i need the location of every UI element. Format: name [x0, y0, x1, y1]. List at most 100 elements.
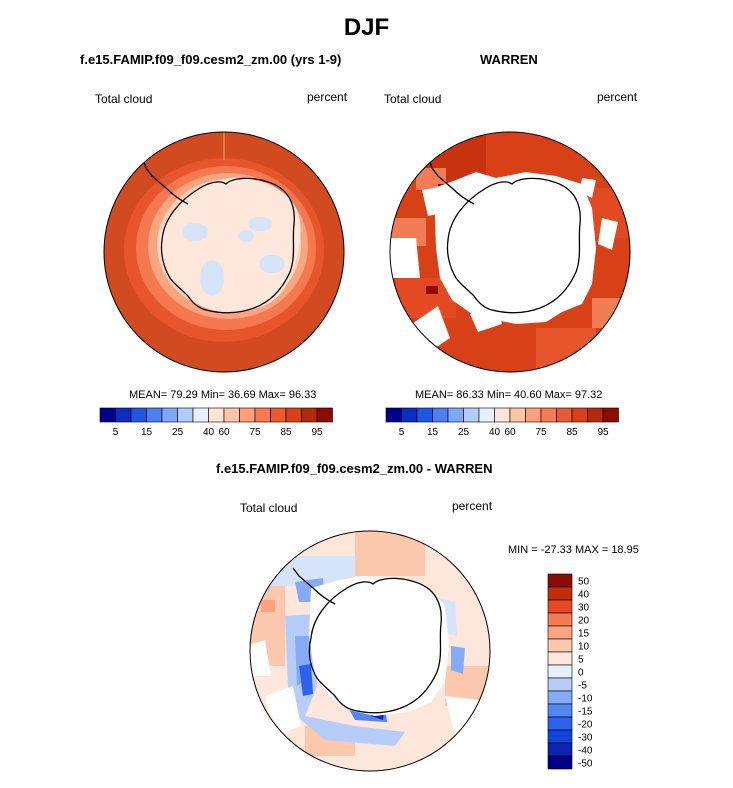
colorbar-swatch: [401, 407, 418, 423]
colorbar-tick-label: 5: [578, 655, 584, 666]
colorbar-swatch: [571, 407, 588, 423]
colorbar-swatch: [301, 407, 318, 423]
colorbar-swatch: [385, 407, 402, 423]
colorbar-tick-label: 60: [504, 427, 516, 438]
missing-data-region: [580, 178, 596, 198]
colorbar-tick-label: 20: [578, 616, 590, 627]
colorbar-tick-label: 15: [427, 427, 439, 438]
colorbar-swatch: [525, 407, 542, 423]
low-cloud-patch: [248, 217, 272, 231]
positive-anomaly: [261, 600, 275, 612]
negative-anomaly: [299, 664, 313, 696]
colorbar-tick-label: 25: [172, 427, 184, 438]
colorbar-tick-label: 60: [218, 427, 230, 438]
low-cloud-patch: [200, 260, 224, 296]
colorbar-ticks: 5 15 25 40 60 75 85 95: [113, 427, 323, 438]
antarctica-coastline: [429, 161, 581, 314]
map-border: [103, 131, 345, 373]
colorbar-swatch: [509, 407, 526, 423]
obs-variable-label: Total cloud: [384, 92, 442, 106]
diff-panel-title: f.e15.FAMIP.f09_f09.cesm2_zm.00 - WARREN: [216, 461, 493, 476]
colorbar-tick-label: 15: [141, 427, 153, 438]
model-units-label: percent: [307, 90, 348, 104]
colorbar-tick-label: 40: [203, 427, 215, 438]
model-panel-title: f.e15.FAMIP.f09_f09.cesm2_zm.00 (yrs 1-9…: [80, 52, 342, 67]
missing-data-region: [390, 238, 420, 278]
colorbar-swatch: [115, 407, 132, 423]
colorbar-tick-label: 0: [578, 668, 584, 679]
antarctic-interior: [159, 177, 301, 313]
colorbar-tick-label: 15: [578, 629, 590, 640]
map-border: [389, 131, 631, 373]
colorbar-tick-label: 5: [113, 427, 119, 438]
negative-anomaly: [451, 646, 465, 674]
colorbar-tick-label: 40: [578, 590, 590, 601]
colorbar-swatch: [547, 586, 573, 601]
colorbar-swatch: [547, 703, 573, 718]
model-polar-map: [103, 131, 345, 373]
colorbar-swatch: [192, 407, 209, 423]
colorbar-tick-label: 25: [458, 427, 470, 438]
colorbar-tick-label: 85: [566, 427, 578, 438]
colorbar-swatch: [316, 407, 333, 423]
colorbar-tick-label: 5: [399, 427, 405, 438]
colorbar-swatch: [270, 407, 287, 423]
colorbar-tick-label: 95: [597, 427, 609, 438]
colorbar-swatch: [540, 407, 557, 423]
colorbar-swatch: [547, 755, 573, 770]
colorbar-tick-label: 85: [280, 427, 292, 438]
colorbar-tick-label: 95: [311, 427, 323, 438]
low-cloud-patch: [238, 230, 254, 242]
colorbar-swatch: [447, 407, 464, 423]
colorbar-tick-label: -15: [578, 707, 593, 718]
antarctica-coastline: [143, 161, 295, 314]
colorbar-tick-label: -5: [578, 681, 587, 692]
colorbar-swatch: [177, 407, 194, 423]
diff-units-label: percent: [452, 499, 493, 513]
low-cloud-patch: [182, 223, 208, 241]
colorbar-swatch: [587, 407, 604, 423]
model-variable-label: Total cloud: [95, 92, 153, 106]
diff-variable-label: Total cloud: [240, 501, 298, 515]
colorbar-swatch: [478, 407, 495, 423]
colorbar-swatch: [146, 407, 163, 423]
colorbar-swatch: [556, 407, 573, 423]
grid-cell-block: [426, 286, 438, 294]
colorbar-swatch: [547, 729, 573, 744]
diff-stats: MIN = -27.33 MAX = 18.95: [508, 544, 639, 556]
colorbar-swatch: [223, 407, 240, 423]
colorbar-swatch: [254, 407, 271, 423]
colorbar-swatch: [547, 612, 573, 627]
missing-data-region: [309, 576, 449, 716]
page-title: DJF: [343, 14, 390, 41]
colorbar-swatch: [547, 573, 573, 588]
colorbar-swatch: [602, 407, 619, 423]
colorbar-swatch: [547, 677, 573, 692]
colorbar-swatch: [239, 407, 256, 423]
low-cloud-patch: [259, 255, 285, 273]
colorbar-swatch: [547, 690, 573, 705]
colorbar-swatch: [463, 407, 480, 423]
colorbar-tick-label: 10: [578, 642, 590, 653]
antarctica-coastline: [292, 567, 442, 714]
colorbar-swatch: [208, 407, 225, 423]
colorbar-tick-label: -10: [578, 694, 593, 705]
positive-anomaly: [355, 531, 425, 576]
missing-data-region: [470, 300, 502, 332]
obs-colorbar: 5 15 25 40 60 75 85 95: [385, 407, 619, 438]
colorbar-tick-label: -40: [578, 746, 593, 757]
colorbar-tick-label: 75: [249, 427, 261, 438]
colorbar-swatch: [547, 664, 573, 679]
obs-polar-map: [389, 131, 631, 373]
missing-data-region: [434, 172, 596, 324]
colorbar-swatch: [547, 651, 573, 666]
colorbar-swatch: [547, 716, 573, 731]
colorbar-swatches: [547, 573, 573, 770]
colorbar-tick-label: 30: [578, 603, 590, 614]
grid-cell-block: [536, 328, 596, 372]
colorbar-tick-label: -20: [578, 720, 593, 731]
colorbar-swatch: [285, 407, 302, 423]
map-border: [249, 530, 491, 772]
colorbar-swatch: [547, 742, 573, 757]
diff-polar-map: [249, 530, 491, 772]
